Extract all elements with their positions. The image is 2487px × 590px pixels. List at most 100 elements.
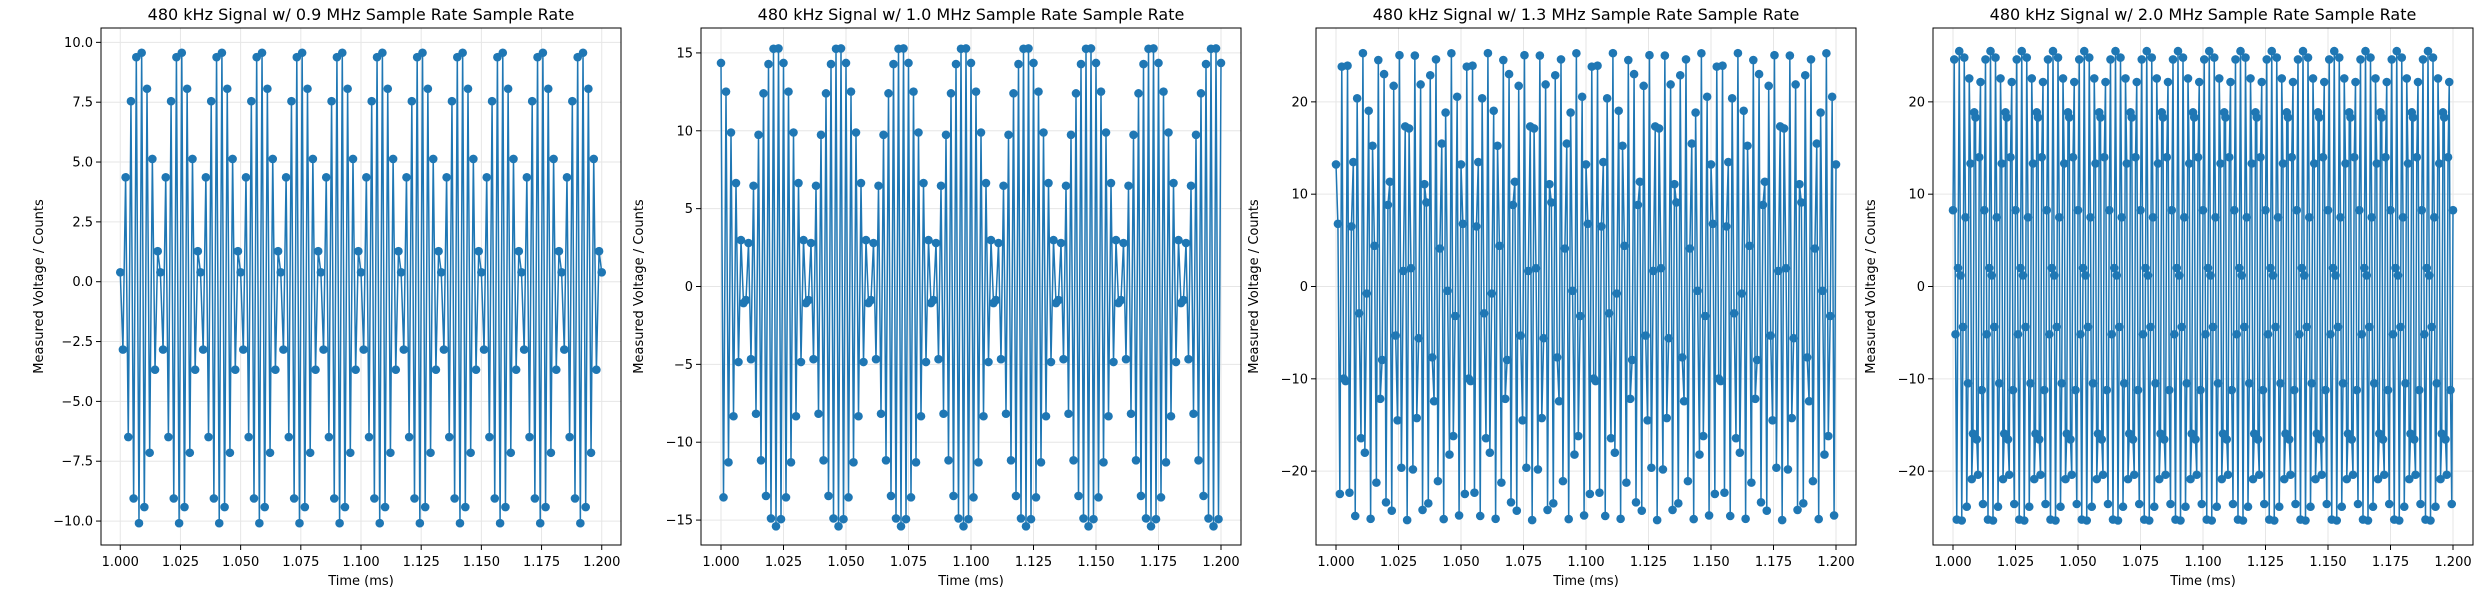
data-point (1495, 241, 1504, 251)
data-point (1787, 413, 1797, 423)
data-point (1161, 458, 1171, 467)
data-point (826, 59, 836, 69)
data-point (1664, 333, 1673, 343)
data-point (444, 432, 454, 442)
data-point (2223, 470, 2233, 480)
data-point (2181, 502, 2190, 512)
chart-title: 480 kHz Signal w/ 2.0 MHz Sample Rate Sa… (1990, 5, 2417, 24)
data-point (324, 432, 334, 442)
data-point (2306, 502, 2315, 512)
data-point (2241, 53, 2250, 62)
y-tick-label: −15 (666, 514, 693, 529)
data-point (1445, 450, 1454, 459)
data-point (2336, 213, 2345, 222)
data-point (931, 238, 941, 248)
data-point (2392, 46, 2402, 56)
data-point (2334, 53, 2344, 62)
data-point (1758, 200, 1768, 210)
data-point (2246, 74, 2255, 83)
data-point (335, 518, 344, 528)
data-point (498, 48, 508, 58)
data-point (1199, 491, 1208, 501)
data-point (1604, 309, 1614, 318)
x-tick-label: 1.100 (952, 555, 989, 570)
data-point (1039, 128, 1048, 137)
data-point (2442, 470, 2452, 480)
data-point (1520, 50, 1529, 60)
data-point (2002, 113, 2012, 122)
data-point (2209, 53, 2219, 62)
data-point (886, 491, 896, 501)
data-point (736, 235, 746, 245)
data-point (1402, 515, 1412, 525)
data-point (1136, 491, 1146, 501)
data-point (2212, 502, 2222, 512)
data-point (2131, 152, 2140, 162)
data-point (996, 354, 1006, 364)
data-point (1169, 178, 1178, 188)
data-point (1021, 522, 1031, 531)
data-point (2069, 77, 2079, 87)
data-point (1814, 514, 1823, 524)
data-point (477, 267, 486, 277)
data-point (2373, 474, 2383, 484)
data-point (311, 365, 320, 375)
data-point (1608, 48, 1618, 58)
data-point (1468, 61, 1477, 71)
x-tick-label: 1.200 (1817, 555, 1854, 570)
data-point (1760, 177, 1770, 187)
data-point (2101, 77, 2110, 87)
data-point (991, 295, 1001, 305)
data-point (1645, 50, 1654, 60)
data-point (2102, 385, 2112, 395)
data-point (1747, 478, 1756, 487)
data-point (230, 365, 240, 375)
data-point (1606, 433, 1616, 443)
y-tick-label: 0 (685, 280, 693, 295)
data-point (2167, 205, 2177, 215)
data-point (415, 518, 425, 528)
data-point (1810, 244, 1820, 253)
data-point (1352, 94, 1362, 103)
data-point (1044, 178, 1053, 188)
data-point (1720, 488, 1729, 497)
data-point (734, 357, 743, 367)
data-point (2262, 55, 2272, 64)
data-point (1368, 141, 1377, 151)
data-point (2047, 263, 2057, 273)
data-point (169, 494, 179, 503)
data-point (2351, 77, 2360, 87)
data-point (217, 48, 227, 58)
data-point (220, 502, 229, 512)
data-point (1818, 286, 1827, 296)
data-point (236, 267, 245, 277)
data-point (485, 432, 494, 442)
data-point (984, 357, 993, 367)
data-point (1610, 448, 1620, 457)
data-point (2368, 502, 2378, 512)
data-point (1637, 506, 1647, 516)
data-point (2263, 329, 2273, 339)
y-tick-label: −10 (666, 436, 693, 451)
data-point (247, 96, 256, 106)
data-point (2354, 205, 2364, 215)
data-point (2051, 516, 2060, 525)
data-point (2274, 502, 2284, 512)
data-point (2239, 322, 2249, 332)
data-point (1126, 409, 1136, 419)
data-point (2176, 516, 2185, 525)
data-point (260, 502, 270, 512)
data-point (771, 522, 781, 531)
y-tick-label: 10 (1908, 188, 1925, 203)
data-point (1437, 139, 1447, 148)
data-point (1777, 515, 1787, 525)
data-point (1654, 124, 1664, 133)
data-point (1375, 394, 1385, 404)
data-point (939, 409, 948, 419)
data-point (1383, 200, 1393, 210)
data-point (198, 345, 208, 354)
data-point (1762, 506, 1772, 516)
data-point (1564, 514, 1573, 524)
data-point (1984, 263, 1994, 273)
data-point (1685, 244, 1695, 253)
